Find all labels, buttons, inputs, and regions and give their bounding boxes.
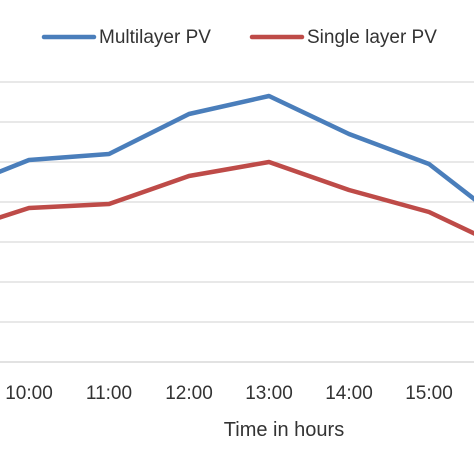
series-lines [0,93,474,236]
x-tick-label: 12:00 [165,383,213,404]
gridlines [0,81,474,363]
legend-label: Multilayer PV [99,27,211,48]
x-tick-label: 13:00 [245,383,293,404]
legend-label: Single layer PV [307,27,437,48]
x-tick-label: 10:00 [5,383,53,404]
x-tick-label: 15:00 [405,383,453,404]
x-axis-tick-labels: 10:00 11:00 12:00 13:00 14:00 15:00 [5,383,453,404]
x-tick-label: 14:00 [325,383,373,404]
x-tick-label: 11:00 [86,383,132,404]
legend: Multilayer PV Single layer PV [41,27,437,48]
series-line-multilayer-pv [0,93,474,202]
series-line-single-layer-pv [0,159,474,236]
x-axis-title: Time in hours [224,419,344,441]
